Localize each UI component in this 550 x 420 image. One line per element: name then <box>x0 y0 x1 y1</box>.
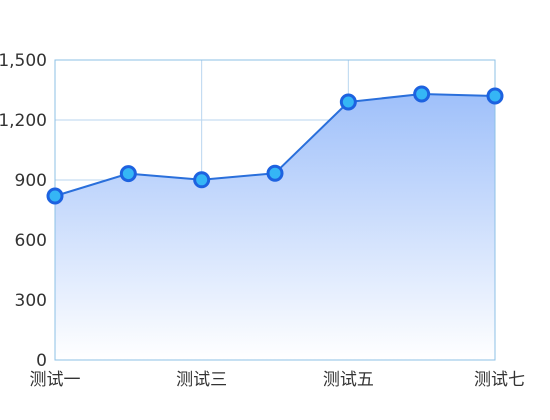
y-tick-label: 300 <box>15 291 47 311</box>
y-tick-label: 600 <box>15 231 47 251</box>
data-point[interactable] <box>119 165 137 183</box>
data-point[interactable] <box>339 93 357 111</box>
y-tick-labels: 0 300 600 900 1,200 1,500 <box>0 51 47 371</box>
data-point[interactable] <box>486 87 504 105</box>
x-tick-labels: 测试一 测试三 测试五 测试七 <box>30 370 526 390</box>
data-point[interactable] <box>46 187 64 205</box>
y-tick-label: 1,200 <box>0 111 47 131</box>
data-points <box>46 85 504 205</box>
series-area <box>55 94 495 360</box>
axes <box>54 59 496 361</box>
x-tick-label: 测试五 <box>323 370 374 390</box>
data-point[interactable] <box>266 164 284 182</box>
y-tick-label: 1,500 <box>0 51 47 71</box>
x-tick-label: 测试一 <box>30 370 81 390</box>
y-tick-label: 900 <box>15 171 47 191</box>
y-tick-label: 0 <box>36 351 47 371</box>
data-point[interactable] <box>413 85 431 103</box>
data-point[interactable] <box>193 171 211 189</box>
plot-frame <box>54 59 496 361</box>
x-tick-label: 测试七 <box>474 370 525 390</box>
area-fill <box>55 94 495 360</box>
x-tick-label: 测试三 <box>176 370 227 390</box>
